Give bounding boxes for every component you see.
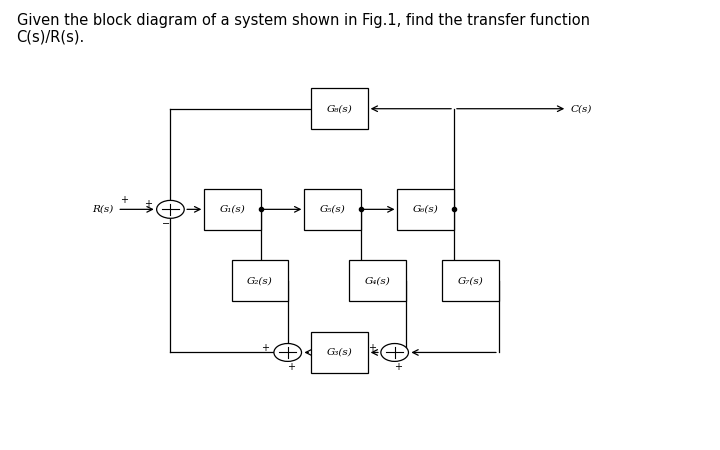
Circle shape <box>274 343 302 361</box>
Text: C(s): C(s) <box>570 104 592 113</box>
Text: G₇(s): G₇(s) <box>458 276 483 285</box>
Text: −: − <box>161 219 170 229</box>
FancyBboxPatch shape <box>311 88 368 129</box>
Text: +: + <box>287 362 295 372</box>
Text: Given the block diagram of a system shown in Fig.1, find the transfer function
C: Given the block diagram of a system show… <box>17 13 590 45</box>
Text: +: + <box>261 343 269 353</box>
Text: +: + <box>144 199 152 209</box>
Text: +: + <box>120 195 128 205</box>
Text: G₅(s): G₅(s) <box>320 205 346 214</box>
FancyBboxPatch shape <box>204 189 261 230</box>
FancyBboxPatch shape <box>311 332 368 373</box>
Text: R(s): R(s) <box>93 205 114 214</box>
Text: G₆(s): G₆(s) <box>413 205 438 214</box>
Text: +: + <box>368 343 376 353</box>
Text: G₄(s): G₄(s) <box>364 276 390 285</box>
Text: G₂(s): G₂(s) <box>247 276 273 285</box>
Circle shape <box>381 343 408 361</box>
FancyBboxPatch shape <box>232 261 289 302</box>
FancyBboxPatch shape <box>442 261 499 302</box>
FancyBboxPatch shape <box>305 189 361 230</box>
FancyBboxPatch shape <box>349 261 405 302</box>
Text: G₈(s): G₈(s) <box>327 104 352 113</box>
FancyBboxPatch shape <box>397 189 454 230</box>
Circle shape <box>157 200 184 218</box>
Text: G₁(s): G₁(s) <box>220 205 246 214</box>
Text: G₃(s): G₃(s) <box>327 348 352 357</box>
Text: +: + <box>394 362 402 372</box>
